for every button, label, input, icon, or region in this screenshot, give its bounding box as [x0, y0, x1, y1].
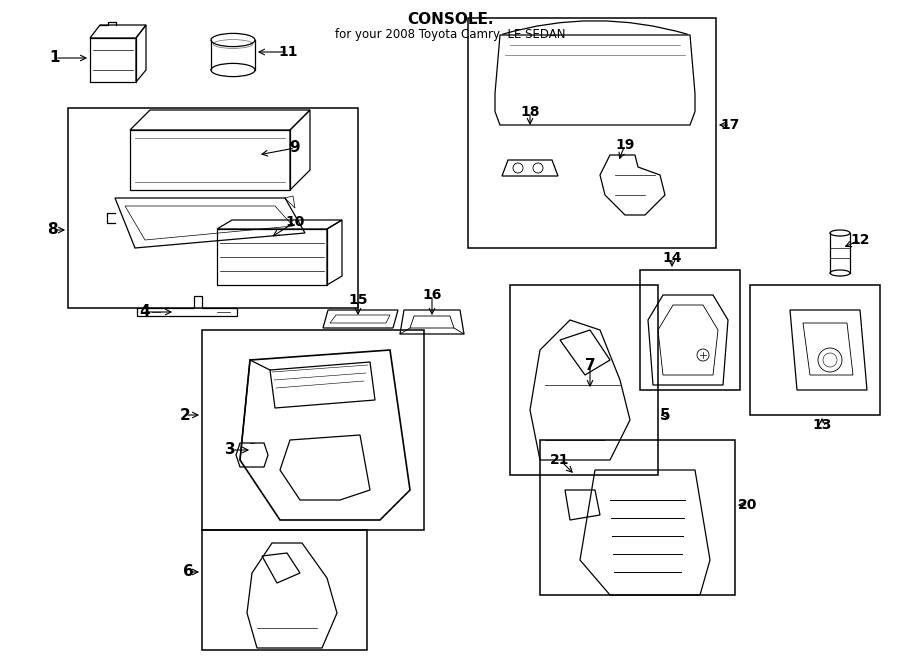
- Text: 3: 3: [225, 442, 235, 457]
- Text: 14: 14: [662, 251, 682, 265]
- Bar: [68, 108, 358, 308]
- Text: 15: 15: [348, 293, 368, 307]
- Text: CONSOLE.: CONSOLE.: [407, 12, 493, 27]
- Text: 4: 4: [140, 305, 150, 319]
- Text: 13: 13: [813, 418, 832, 432]
- Text: 21: 21: [550, 453, 570, 467]
- Bar: [750, 285, 880, 415]
- Text: 7: 7: [585, 358, 595, 373]
- Bar: [540, 440, 735, 595]
- Text: 18: 18: [520, 105, 540, 119]
- Text: 17: 17: [720, 118, 740, 132]
- Bar: [202, 530, 367, 650]
- Text: 1: 1: [50, 50, 60, 65]
- Bar: [468, 18, 716, 248]
- Bar: [510, 285, 658, 475]
- Bar: [202, 330, 424, 530]
- Bar: [640, 270, 740, 390]
- Text: 11: 11: [278, 45, 298, 59]
- Text: 8: 8: [47, 223, 58, 237]
- Text: 12: 12: [850, 233, 869, 247]
- Text: for your 2008 Toyota Camry  LE SEDAN: for your 2008 Toyota Camry LE SEDAN: [335, 28, 565, 41]
- Text: 10: 10: [285, 215, 305, 229]
- Text: 20: 20: [738, 498, 758, 512]
- Text: 5: 5: [660, 407, 670, 422]
- Text: 6: 6: [183, 564, 194, 580]
- Text: 19: 19: [616, 138, 634, 152]
- Text: 16: 16: [422, 288, 442, 302]
- Text: 2: 2: [180, 407, 191, 422]
- Text: 9: 9: [290, 141, 301, 155]
